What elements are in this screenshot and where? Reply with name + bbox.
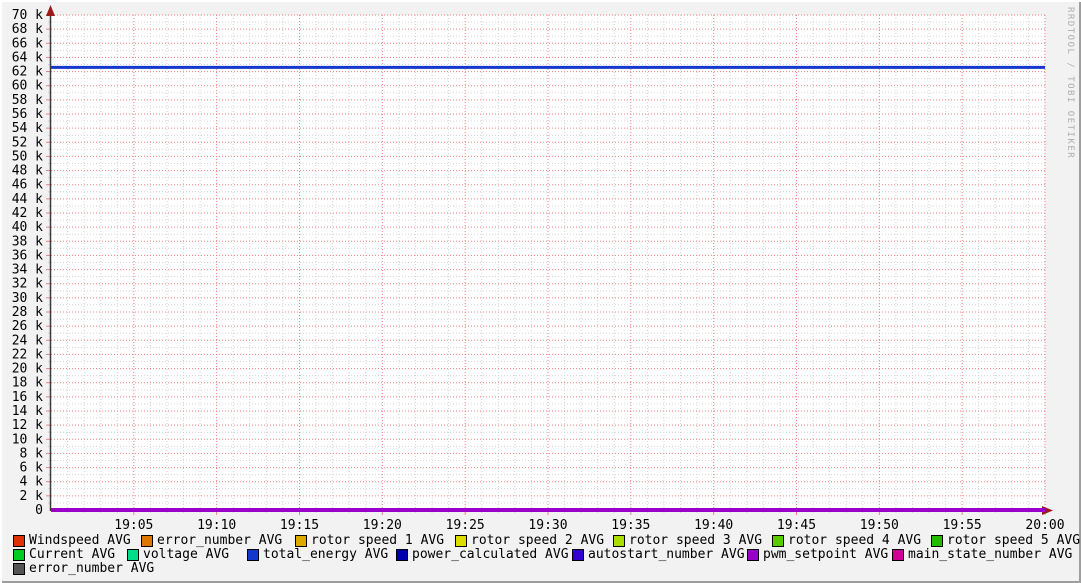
x-tick-label: 19:45 [777, 518, 816, 533]
legend-swatch-icon [295, 534, 307, 547]
y-tick-label: 46 k [12, 178, 43, 193]
y-tick-label: 48 k [12, 164, 43, 179]
y-tick-label: 12 k [12, 418, 43, 433]
legend-swatch-icon [247, 548, 259, 561]
legend-swatch-icon [455, 534, 467, 547]
y-tick-label: 64 k [12, 50, 43, 65]
legend-item-total_energy: total_energy AVG [247, 548, 388, 561]
y-tick-label: 4 k [20, 475, 44, 490]
y-tick-label: 10 k [12, 432, 43, 447]
legend-item-rotor_speed_1: rotor speed 1 AVG [295, 534, 444, 547]
legend-label: total_energy AVG [263, 547, 389, 562]
legend-label: rotor speed 2 AVG [471, 533, 605, 548]
x-tick-label: 19:10 [197, 518, 236, 533]
y-tick-label: 66 k [12, 36, 43, 51]
legend-item-error_number_2: error_number AVG [13, 562, 154, 575]
x-tick-label: 19:55 [943, 518, 982, 533]
y-tick-label: 52 k [12, 135, 43, 150]
y-tick-label: 40 k [12, 220, 43, 235]
legend-swatch-icon [892, 548, 904, 561]
legend-label: voltage AVG [143, 547, 230, 562]
y-tick-label: 38 k [12, 234, 43, 249]
y-tick-label: 68 k [12, 22, 43, 37]
x-tick-label: 19:50 [860, 518, 899, 533]
y-tick-label: 34 k [12, 263, 43, 278]
y-tick-label: 36 k [12, 248, 43, 263]
legend-swatch-icon [747, 548, 759, 561]
legend-swatch-icon [931, 534, 943, 547]
legend-swatch-icon [772, 534, 784, 547]
x-tick-label: 19:25 [446, 518, 485, 533]
legend-label: power_calculated AVG [412, 547, 569, 562]
legend-swatch-icon [572, 548, 584, 561]
y-tick-label: 32 k [12, 277, 43, 292]
y-tick-label: 22 k [12, 347, 43, 362]
legend-label: error_number AVG [157, 533, 283, 548]
legend-item-voltage: voltage AVG [127, 548, 229, 561]
y-tick-label: 18 k [12, 376, 43, 391]
legend-label: rotor speed 1 AVG [311, 533, 445, 548]
x-tick-label: 20:00 [1025, 518, 1064, 533]
legend-item-main_state_number: main_state_number AVG [892, 548, 1072, 561]
legend-label: pwm_setpoint AVG [763, 547, 889, 562]
legend-label: error_number AVG [29, 561, 155, 576]
y-tick-label: 2 k [20, 489, 44, 504]
y-tick-label: 50 k [12, 149, 43, 164]
legend-swatch-icon [396, 548, 408, 561]
legend-swatch-icon [127, 548, 139, 561]
legend-label: main_state_number AVG [908, 547, 1073, 562]
legend-item-autostart_number: autostart_number AVG [572, 548, 745, 561]
y-tick-label: 54 k [12, 121, 43, 136]
x-tick-label: 19:05 [114, 518, 153, 533]
y-tick-label: 6 k [20, 461, 44, 476]
rrdtool-watermark: RRDTOOL / TOBI OETIKER [1065, 7, 1075, 160]
y-tick-label: 60 k [12, 79, 43, 94]
legend-item-pwm_setpoint: pwm_setpoint AVG [747, 548, 888, 561]
legend-item-power_calculated: power_calculated AVG [396, 548, 569, 561]
y-axis-arrow-icon [46, 5, 55, 16]
y-tick-label: 44 k [12, 192, 43, 207]
y-tick-label: 24 k [12, 333, 43, 348]
y-tick-label: 56 k [12, 107, 43, 122]
legend-item-error_number: error_number AVG [141, 534, 282, 547]
x-tick-label: 19:35 [611, 518, 650, 533]
y-tick-label: 58 k [12, 93, 43, 108]
legend-label: rotor speed 3 AVG [629, 533, 763, 548]
legend-swatch-icon [13, 562, 25, 575]
y-tick-label: 28 k [12, 305, 43, 320]
y-tick-label: 42 k [12, 206, 43, 221]
y-tick-label: 30 k [12, 291, 43, 306]
y-tick-label: 70 k [12, 8, 43, 23]
legend-item-rotor_speed_3: rotor speed 3 AVG [613, 534, 762, 547]
x-tick-label: 19:30 [528, 518, 567, 533]
legend-swatch-icon [13, 534, 25, 547]
y-tick-label: 62 k [12, 65, 43, 80]
legend-swatch-icon [613, 534, 625, 547]
x-tick-label: 19:15 [280, 518, 319, 533]
legend-label: autostart_number AVG [588, 547, 745, 562]
legend-label: Current AVG [29, 547, 116, 562]
y-tick-label: 0 [35, 503, 43, 518]
y-tick-label: 16 k [12, 390, 43, 405]
legend-label: Windspeed AVG [29, 533, 131, 548]
legend-label: rotor speed 5 AVG [947, 533, 1081, 548]
x-tick-label: 19:40 [694, 518, 733, 533]
legend-item-rotor_speed_2: rotor speed 2 AVG [455, 534, 604, 547]
y-tick-label: 26 k [12, 319, 43, 334]
legend-swatch-icon [13, 548, 25, 561]
legend-item-rotor_speed_4: rotor speed 4 AVG [772, 534, 921, 547]
y-tick-label: 20 k [12, 362, 43, 377]
legend-item-rotor_speed_5: rotor speed 5 AVG [931, 534, 1080, 547]
legend-swatch-icon [141, 534, 153, 547]
legend-label: rotor speed 4 AVG [788, 533, 922, 548]
legend-item-current: Current AVG [13, 548, 115, 561]
legend-item-windspeed: Windspeed AVG [13, 534, 131, 547]
y-tick-label: 8 k [20, 446, 44, 461]
y-tick-label: 14 k [12, 404, 43, 419]
x-tick-label: 19:20 [363, 518, 402, 533]
